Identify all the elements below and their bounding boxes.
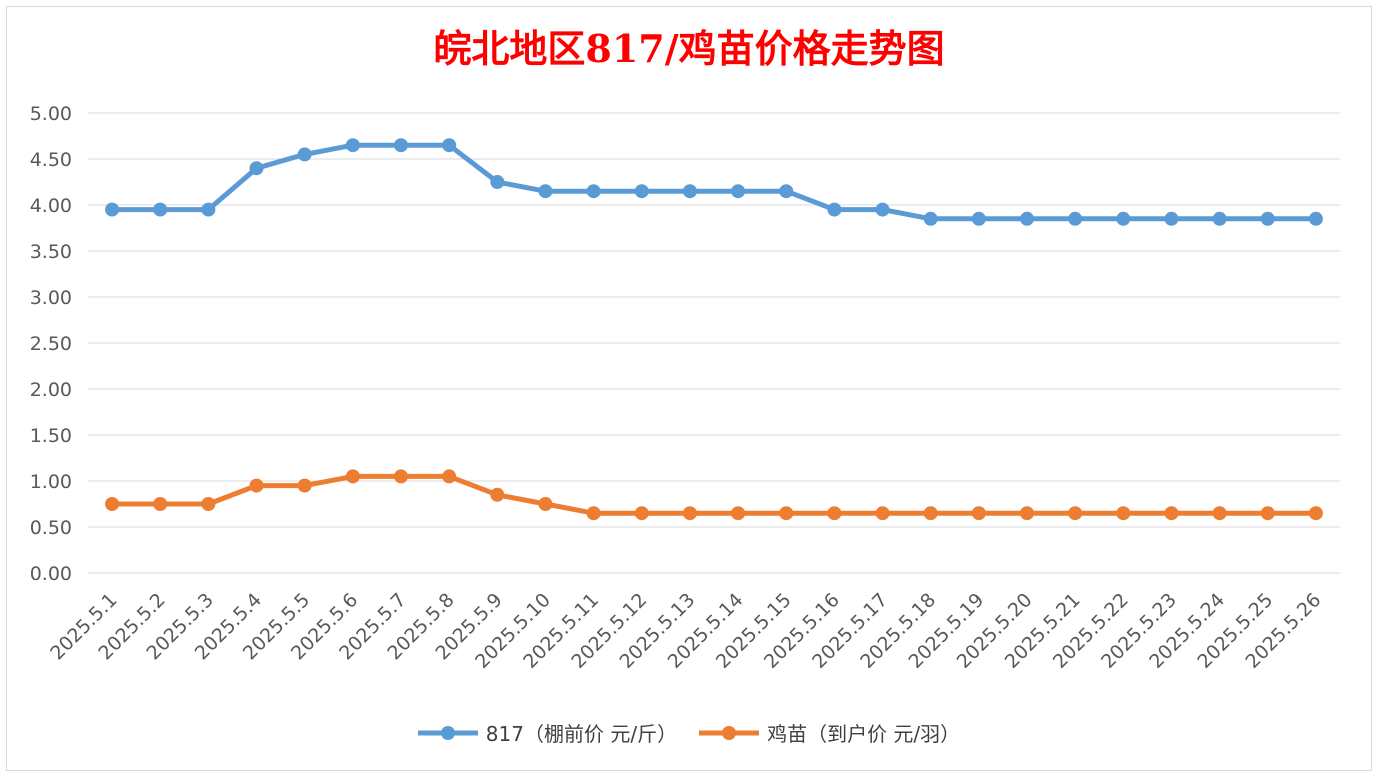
data-point (1260, 506, 1275, 521)
data-point (827, 506, 842, 521)
data-point (1308, 506, 1323, 521)
legend-item-817: 817（棚前价 元/斤） (417, 718, 678, 747)
data-point (971, 506, 986, 521)
data-point (538, 184, 553, 199)
data-point (297, 478, 312, 493)
y-tick-label: 1.50 (30, 425, 72, 447)
data-point (394, 469, 408, 484)
y-tick-label: 2.50 (30, 333, 72, 355)
series-line-0 (109, 142, 1319, 222)
data-point (1212, 506, 1227, 521)
y-tick-label: 0.50 (30, 517, 72, 539)
legend-swatch-817 (417, 725, 478, 740)
data-point (586, 506, 601, 521)
data-point (249, 161, 264, 176)
y-tick-label: 3.00 (30, 287, 72, 309)
data-point (1212, 211, 1227, 226)
data-point (105, 202, 120, 217)
data-point (923, 211, 938, 226)
chart-title: 皖北地区817/鸡苗价格走势图 (433, 26, 945, 71)
data-point (1164, 506, 1179, 521)
data-point (538, 497, 553, 511)
data-point (297, 147, 312, 162)
data-point (827, 202, 842, 217)
y-tick-label: 0.00 (30, 563, 72, 585)
data-point (442, 138, 457, 153)
y-tick-label: 4.00 (30, 195, 72, 217)
data-point (490, 487, 505, 502)
chart-legend: 817（棚前价 元/斤） 鸡苗（到户价 元/羽） (0, 718, 1378, 747)
legend-label-chick: 鸡苗（到户价 元/羽） (767, 722, 961, 746)
data-point (490, 175, 505, 189)
y-tick-label: 3.50 (30, 241, 72, 263)
data-point (682, 184, 697, 199)
data-point (779, 184, 794, 199)
data-point (1068, 506, 1083, 521)
data-point (1164, 211, 1179, 226)
y-tick-label: 1.00 (30, 471, 72, 493)
data-point (731, 506, 746, 521)
data-point (1116, 211, 1131, 226)
data-point (249, 478, 264, 493)
data-point (634, 184, 649, 199)
data-point (1260, 211, 1275, 226)
data-point (634, 506, 649, 521)
data-point (1308, 211, 1323, 226)
y-tick-label: 5.00 (30, 103, 72, 125)
data-point (971, 211, 986, 226)
data-point (779, 506, 794, 521)
data-point (153, 497, 168, 511)
y-tick-label: 4.50 (30, 149, 72, 171)
data-point (586, 184, 601, 199)
data-point (394, 138, 408, 153)
data-point (153, 202, 168, 217)
data-point (345, 138, 360, 153)
data-point (105, 497, 120, 511)
series-line-1 (109, 473, 1319, 516)
data-point (201, 202, 216, 217)
legend-item-chick: 鸡苗（到户价 元/羽） (699, 718, 960, 747)
data-point (682, 506, 697, 521)
legend-label-817: 817（棚前价 元/斤） (485, 722, 678, 746)
data-point (875, 506, 890, 521)
data-point (345, 469, 360, 484)
data-point (201, 497, 216, 511)
data-point (923, 506, 938, 521)
y-tick-label: 2.00 (30, 379, 72, 401)
data-point (1116, 506, 1131, 521)
data-point (442, 469, 457, 484)
data-point (1020, 506, 1034, 521)
data-point (1020, 211, 1034, 226)
legend-swatch-chick (699, 725, 760, 740)
data-point (875, 202, 890, 217)
data-point (1068, 211, 1083, 226)
data-point (731, 184, 746, 199)
